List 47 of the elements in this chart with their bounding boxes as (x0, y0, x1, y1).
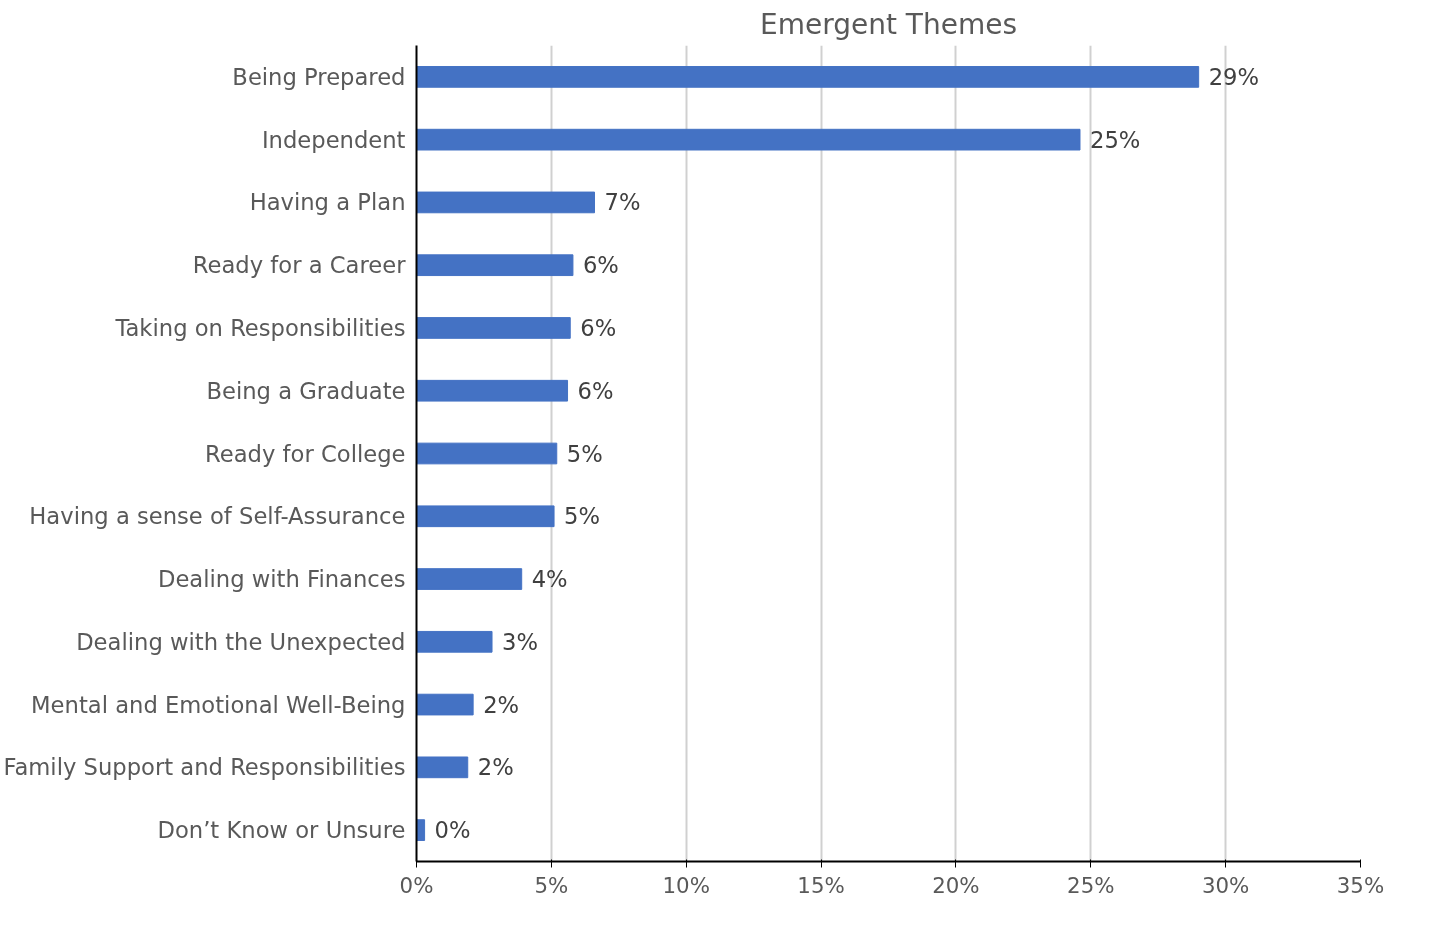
bar (416, 379, 569, 402)
y-tick-label: Family Support and Responsibilities (3, 754, 406, 781)
bar (416, 505, 555, 528)
y-tick-label: Ready for a Career (192, 252, 407, 279)
x-tick-label: 25% (1067, 872, 1115, 898)
data-label: 29% (1208, 63, 1260, 90)
bar (416, 756, 469, 779)
chart-title: Emergent Themes (760, 7, 1018, 41)
bar (416, 442, 558, 465)
data-label: 6% (577, 377, 614, 404)
bar (416, 254, 574, 277)
y-tick-label: Ready for College (205, 440, 406, 467)
bar (416, 693, 474, 716)
y-tick-label: Having a Plan (249, 189, 406, 216)
data-label: 2% (477, 754, 514, 781)
data-label: 2% (483, 691, 520, 718)
bar (416, 317, 571, 339)
data-label: 7% (604, 189, 641, 216)
bar (416, 128, 1081, 151)
x-tick-label: 20% (932, 872, 980, 898)
bar (416, 66, 1200, 88)
x-tick-label: 35% (1336, 872, 1385, 898)
y-tick-label: Dealing with Finances (157, 566, 406, 593)
y-tick-label: Having a sense of Self-Assurance (29, 503, 406, 530)
bar (416, 568, 523, 590)
data-label: 4% (531, 566, 568, 593)
x-tick-label: 5% (534, 872, 569, 898)
y-tick-label: Dealing with the Unexpected (76, 628, 406, 655)
y-tick-label: Being Prepared (232, 63, 406, 90)
x-tick-label: 10% (662, 872, 710, 898)
y-tick-label: Don’t Know or Unsure (157, 817, 406, 844)
data-label: 0% (434, 817, 471, 844)
data-label: 25% (1090, 126, 1141, 153)
y-tick-label: Independent (261, 126, 406, 153)
y-tick-label: Mental and Emotional Well-Being (31, 691, 406, 718)
data-label: 5% (564, 503, 601, 530)
bar (416, 191, 596, 214)
data-label: 5% (566, 440, 603, 467)
bar (416, 630, 493, 653)
x-tick-label: 0% (399, 872, 434, 898)
data-label: 3% (502, 628, 538, 655)
y-tick-label: Being a Graduate (206, 377, 406, 404)
data-label: 6% (580, 314, 617, 341)
y-tick-label: Taking on Responsibilities (114, 314, 406, 341)
x-tick-label: 15% (797, 872, 845, 898)
x-tick-label: 30% (1201, 872, 1250, 898)
data-label: 6% (582, 252, 619, 279)
